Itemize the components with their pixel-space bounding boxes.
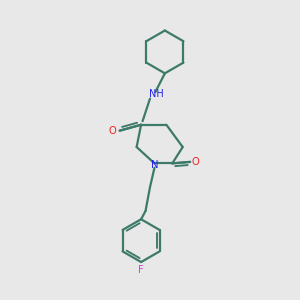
Text: N: N [151,160,158,170]
Text: O: O [191,157,199,167]
Text: O: O [109,126,117,136]
Text: F: F [138,266,144,275]
Text: NH: NH [149,89,164,99]
